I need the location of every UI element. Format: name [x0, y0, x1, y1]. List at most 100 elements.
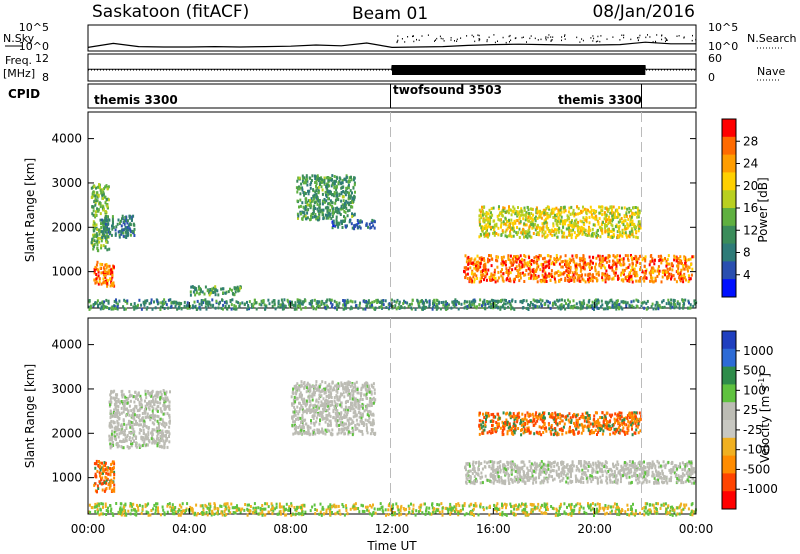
scatter-cell [118, 235, 121, 239]
scatter-cell [678, 306, 681, 310]
scatter-cell [561, 265, 564, 269]
scatter-cell [618, 213, 621, 217]
scatter-cell [654, 278, 657, 282]
scatter-cell [643, 275, 646, 279]
scatter-cell [546, 214, 549, 218]
scatter-cell [543, 208, 546, 212]
scatter-cell [551, 303, 554, 307]
scatter-cell [587, 274, 590, 278]
scatter-cell [676, 302, 679, 306]
scatter-cell [472, 275, 475, 279]
scatter-cell [104, 275, 107, 279]
scatter-cell [329, 403, 332, 407]
scatter-cell [525, 231, 528, 235]
scatter-cell [117, 408, 120, 412]
scatter-cell [333, 299, 336, 303]
scatter-cell [445, 303, 448, 307]
scatter-cell [347, 180, 350, 184]
scatter-cell [595, 231, 598, 235]
scatter-cell [561, 222, 564, 226]
scatter-cell [484, 265, 487, 269]
scatter-cell [101, 461, 103, 465]
scatter-cell [372, 396, 375, 400]
scatter-cell [304, 306, 307, 310]
scatter-cell [485, 218, 488, 222]
scatter-cell [144, 404, 147, 408]
scatter-cell [103, 221, 106, 225]
scatter-cell [600, 299, 603, 303]
scatter-cell [125, 439, 128, 443]
scatter-cell [621, 271, 624, 275]
scatter-cell [310, 408, 313, 412]
scatter-cell [112, 414, 115, 418]
scatter-cell [607, 235, 610, 238]
scatter-cell [156, 427, 159, 430]
scatter-cell [96, 267, 99, 271]
scatter-cell [320, 302, 323, 306]
scatter-cell [543, 219, 546, 223]
scatter-cell [345, 300, 348, 304]
nsearch-point [661, 38, 663, 41]
scatter-cell [323, 409, 326, 413]
scatter-cell [687, 274, 690, 278]
scatter-cell [341, 429, 344, 433]
scatter-cell [558, 227, 561, 231]
scatter-cell [581, 301, 583, 305]
scatter-cell [370, 392, 373, 396]
scatter-cell [95, 232, 98, 236]
nsearch-point [664, 37, 666, 39]
scatter-cell [325, 199, 328, 203]
scatter-cell [311, 398, 314, 402]
scatter-cell [528, 268, 531, 272]
nsearch-point [456, 40, 458, 42]
scatter-cell [553, 262, 555, 266]
scatter-cell [109, 284, 112, 288]
scatter-cell [684, 261, 687, 265]
scatter-cell [152, 407, 155, 411]
scatter-cell [291, 300, 293, 304]
scatter-cell [550, 262, 553, 266]
scatter-cell [569, 261, 571, 265]
scatter-cell [539, 298, 542, 302]
scatter-cell [160, 439, 162, 442]
scatter-cell [579, 269, 582, 273]
scatter-cell [501, 230, 504, 234]
scatter-cell [151, 307, 154, 311]
scatter-cell [549, 214, 552, 218]
scatter-cell [558, 279, 561, 283]
scatter-cell [327, 388, 330, 392]
scatter-cell [110, 233, 113, 237]
scatter-cell [560, 260, 563, 264]
scatter-cell [527, 229, 530, 233]
scatter-cell [354, 385, 357, 389]
scatter-cell [395, 300, 398, 304]
nsearch-point [599, 40, 601, 43]
scatter-cell [501, 298, 504, 302]
scatter-cell [469, 266, 472, 270]
scatter-cell [369, 423, 372, 427]
scatter-cell [95, 210, 97, 214]
scatter-cell [106, 279, 109, 283]
nave-tick-top: 60 [708, 52, 722, 65]
scatter-cell [295, 390, 298, 394]
nsearch-point [413, 40, 415, 43]
scatter-cell [632, 206, 635, 210]
scatter-cell [327, 178, 330, 182]
scatter-cell [234, 305, 237, 309]
scatter-cell [622, 279, 625, 283]
scatter-cell [632, 235, 635, 239]
scatter-cell [187, 306, 190, 310]
scatter-cell [525, 299, 528, 303]
scatter-cell [605, 269, 608, 273]
scatter-cell [566, 267, 569, 270]
scatter-cell [531, 220, 534, 224]
scatter-cell [154, 394, 156, 398]
scatter-cell [679, 272, 682, 276]
scatter-cell [169, 390, 171, 394]
scatter-cell [291, 415, 294, 419]
scatter-cell [133, 400, 136, 404]
scatter-cell [324, 401, 327, 405]
scatter-cell [117, 422, 120, 426]
scatter-cell [565, 235, 568, 239]
